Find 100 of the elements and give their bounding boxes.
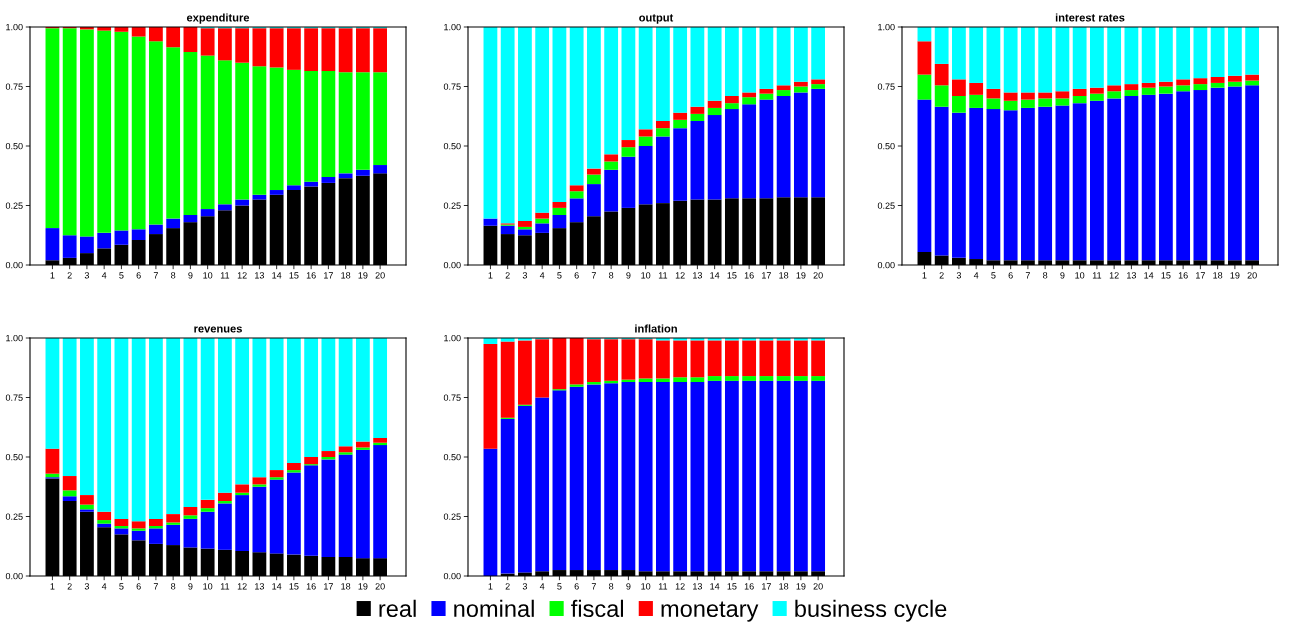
legend-label: nominal bbox=[454, 599, 534, 618]
x-tick-label: 6 bbox=[136, 583, 141, 590]
x-tick-label: 15 bbox=[289, 583, 299, 590]
x-tick-label: 1 bbox=[922, 272, 927, 279]
y-tick-label: 1.00 bbox=[6, 334, 23, 342]
y-tick-label: 0.50 bbox=[443, 142, 461, 150]
x-tick-label: 13 bbox=[1127, 272, 1137, 279]
y-tick-label: 0.75 bbox=[877, 83, 895, 90]
x-tick-label: 4 bbox=[539, 272, 545, 279]
x-tick-label: 3 bbox=[522, 272, 528, 279]
x-tick-label: 7 bbox=[153, 583, 158, 590]
x-tick-label: 16 bbox=[306, 272, 316, 279]
y-tick-label: 0.75 bbox=[443, 83, 461, 90]
x-tick-label: 5 bbox=[557, 272, 562, 279]
x-tick-label: 19 bbox=[358, 583, 368, 590]
x-tick-label: 11 bbox=[658, 272, 668, 279]
x-tick-label: 10 bbox=[1075, 272, 1085, 279]
x-tick-label: 17 bbox=[324, 272, 333, 279]
x-tick-label: 18 bbox=[341, 583, 351, 590]
x-tick-label: 13 bbox=[255, 272, 265, 279]
x-tick-label: 2 bbox=[505, 272, 510, 279]
x-tick-label: 2 bbox=[505, 583, 510, 590]
x-tick-label: 4 bbox=[539, 583, 545, 590]
x-tick-label: 11 bbox=[220, 272, 230, 279]
y-tick-label: 1.00 bbox=[444, 23, 461, 31]
x-tick-label: 12 bbox=[675, 272, 685, 279]
x-tick-label: 16 bbox=[1178, 272, 1188, 279]
x-tick-label: 5 bbox=[991, 272, 996, 279]
x-tick-label: 17 bbox=[1196, 272, 1205, 279]
x-tick-label: 2 bbox=[67, 272, 72, 279]
x-tick-label: 15 bbox=[727, 272, 737, 279]
x-tick-label: 6 bbox=[574, 583, 579, 590]
x-tick-label: 3 bbox=[522, 583, 528, 590]
x-tick-label: 17 bbox=[324, 583, 333, 590]
y-tick-label: 0.50 bbox=[877, 142, 895, 150]
y-tick-label: 0.25 bbox=[443, 202, 461, 209]
y-tick-label: 0.25 bbox=[443, 513, 461, 520]
legend-label: real bbox=[379, 599, 416, 618]
x-tick-label: 19 bbox=[796, 583, 806, 590]
x-tick-label: 7 bbox=[153, 272, 158, 279]
x-tick-label: 14 bbox=[710, 583, 720, 590]
x-tick-label: 13 bbox=[255, 583, 265, 590]
legend-label: business cycle bbox=[795, 599, 947, 622]
y-tick-label: 0.50 bbox=[5, 142, 23, 150]
x-tick-label: 8 bbox=[609, 272, 614, 279]
x-tick-label: 7 bbox=[591, 272, 596, 279]
x-tick-label: 15 bbox=[1161, 272, 1171, 279]
y-tick-label: 0.00 bbox=[5, 572, 23, 580]
x-tick-label: 19 bbox=[358, 272, 368, 279]
x-tick-label: 13 bbox=[693, 272, 703, 279]
x-tick-label: 1 bbox=[488, 583, 493, 590]
x-tick-label: 20 bbox=[375, 583, 385, 590]
x-tick-label: 6 bbox=[1008, 272, 1013, 279]
x-tick-label: 14 bbox=[272, 583, 282, 590]
x-tick-label: 1 bbox=[488, 272, 493, 279]
y-tick-label: 0.75 bbox=[5, 83, 23, 90]
x-tick-label: 6 bbox=[574, 272, 579, 279]
x-tick-label: 9 bbox=[188, 272, 193, 279]
x-tick-label: 3 bbox=[84, 272, 90, 279]
y-tick-label: 0.75 bbox=[443, 394, 461, 401]
x-tick-label: 11 bbox=[1092, 272, 1102, 279]
y-tick-label: 0.00 bbox=[5, 261, 23, 269]
x-tick-label: 3 bbox=[956, 272, 962, 279]
x-tick-label: 20 bbox=[1247, 272, 1257, 279]
x-tick-label: 9 bbox=[626, 272, 631, 279]
x-tick-label: 18 bbox=[779, 583, 789, 590]
x-tick-label: 9 bbox=[626, 583, 631, 590]
x-tick-label: 14 bbox=[272, 272, 282, 279]
y-tick-label: 0.00 bbox=[443, 261, 461, 269]
x-tick-label: 10 bbox=[641, 272, 651, 279]
x-tick-label: 2 bbox=[67, 583, 72, 590]
chart-title: revenues bbox=[194, 326, 242, 333]
x-tick-label: 12 bbox=[237, 272, 247, 279]
x-tick-label: 14 bbox=[710, 272, 720, 279]
x-tick-label: 8 bbox=[171, 583, 176, 590]
x-tick-label: 9 bbox=[1060, 272, 1065, 279]
chart-title: inflation bbox=[635, 324, 677, 333]
x-tick-label: 16 bbox=[744, 583, 754, 590]
y-tick-label: 0.25 bbox=[5, 513, 23, 520]
y-tick-label: 0.75 bbox=[5, 394, 23, 401]
y-tick-label: 0.00 bbox=[877, 261, 895, 269]
x-tick-label: 20 bbox=[813, 272, 823, 279]
y-tick-label: 1.00 bbox=[444, 334, 461, 342]
x-tick-label: 17 bbox=[762, 272, 771, 279]
x-tick-label: 6 bbox=[136, 272, 141, 279]
x-tick-label: 11 bbox=[658, 583, 668, 590]
x-tick-label: 4 bbox=[101, 583, 107, 590]
chart-title: expenditure bbox=[186, 13, 250, 24]
y-tick-label: 1.00 bbox=[878, 23, 895, 31]
x-tick-label: 10 bbox=[203, 272, 213, 279]
x-tick-label: 15 bbox=[289, 272, 299, 279]
x-tick-label: 12 bbox=[1109, 272, 1119, 279]
x-tick-label: 19 bbox=[796, 272, 806, 279]
x-tick-label: 12 bbox=[237, 583, 247, 590]
x-tick-label: 5 bbox=[557, 583, 562, 590]
x-tick-label: 8 bbox=[171, 272, 176, 279]
x-tick-label: 10 bbox=[203, 583, 213, 590]
legend-label: fiscal bbox=[571, 599, 623, 618]
legend-label: monetary bbox=[661, 601, 759, 622]
x-tick-label: 9 bbox=[188, 583, 193, 590]
